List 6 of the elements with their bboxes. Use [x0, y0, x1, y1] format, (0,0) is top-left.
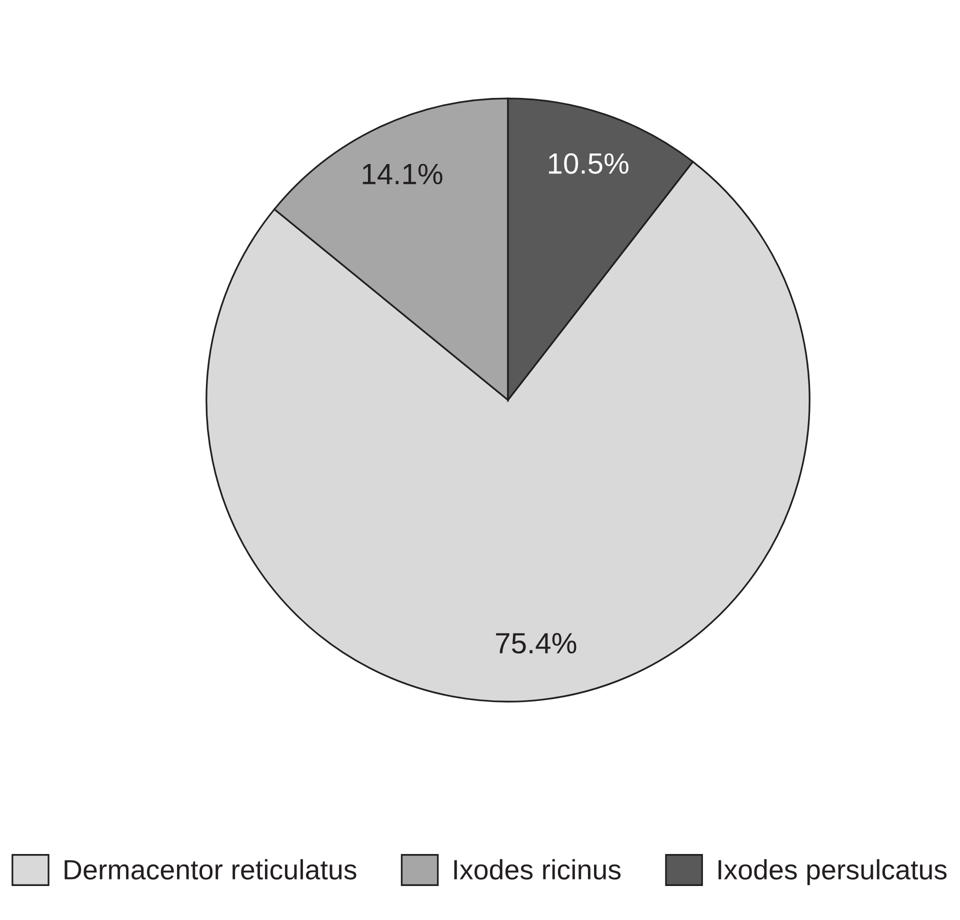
data-label: 75.4% [496, 633, 576, 654]
legend-label: Dermacentor reticulatus [64, 859, 356, 880]
legend-label: Ixodes persulcatus [718, 859, 947, 886]
data-label: 10.5% [548, 153, 628, 174]
data-label: 14.1% [362, 164, 442, 184]
legend-label: Ixodes ricinus [454, 859, 621, 880]
